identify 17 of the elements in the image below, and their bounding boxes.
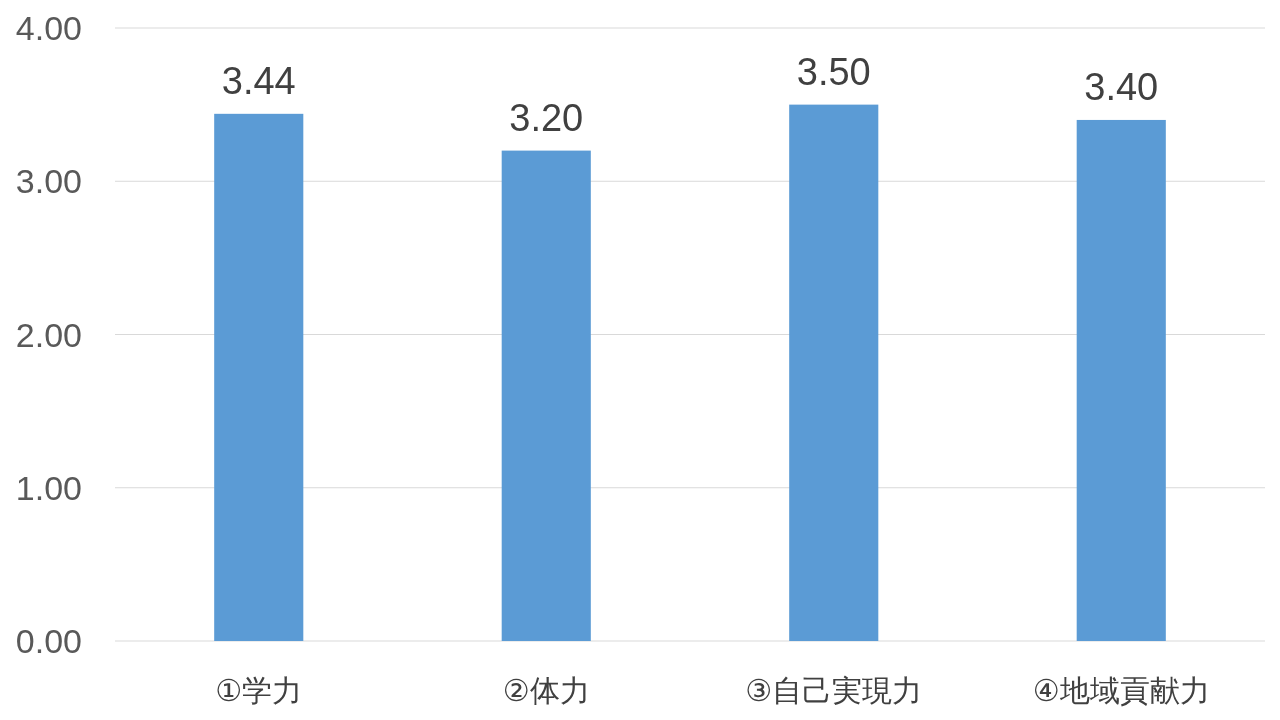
x-tick-label: ②体力: [502, 673, 590, 707]
y-tick-label: 2.00: [15, 315, 82, 354]
bar: [214, 113, 304, 641]
data-label: 3.50: [796, 50, 871, 93]
data-label: 3.44: [221, 59, 296, 102]
data-label: 3.20: [509, 96, 584, 139]
bar: [1076, 119, 1166, 641]
bar: [789, 104, 879, 641]
y-tick-label: 1.00: [15, 468, 82, 507]
y-tick-label: 4.00: [15, 9, 82, 47]
bar: [501, 150, 591, 641]
x-tick-label: ①学力: [215, 673, 303, 707]
x-tick-label: ④地域貢献力: [1032, 673, 1210, 707]
y-tick-label: 0.00: [15, 622, 82, 660]
data-label: 3.40: [1084, 65, 1159, 108]
x-tick-label: ③自己実現力: [745, 673, 923, 707]
y-tick-label: 3.00: [15, 162, 82, 201]
